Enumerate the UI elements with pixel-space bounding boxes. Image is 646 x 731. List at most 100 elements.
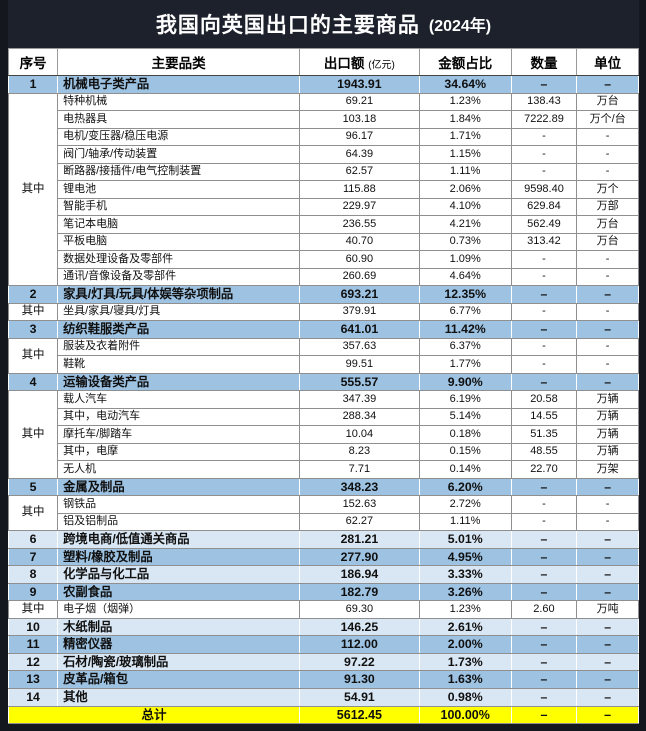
share-value-cell: 3.26% bbox=[419, 582, 512, 601]
export-value-cell: 115.88 bbox=[299, 180, 420, 199]
quantity-cell: - bbox=[510, 512, 578, 531]
quantity-cell: – bbox=[511, 565, 577, 584]
share-value-cell: 0.18% bbox=[418, 425, 512, 444]
row-number-cell: 9 bbox=[8, 582, 58, 601]
total-share-cell: 100.00% bbox=[419, 705, 512, 724]
share-value-cell: 1.84% bbox=[418, 110, 512, 129]
unit-cell: 万台 bbox=[576, 92, 639, 111]
export-value-cell: 97.22 bbox=[299, 652, 420, 671]
category-cell: 通讯/音像设备及零部件 bbox=[57, 267, 301, 286]
export-value-cell: 96.17 bbox=[299, 127, 420, 146]
unit-cell: – bbox=[576, 372, 639, 391]
category-cell: 笔记本电脑 bbox=[57, 215, 301, 234]
total-export-cell: 5612.45 bbox=[299, 705, 420, 724]
export-value-cell: 555.57 bbox=[299, 372, 420, 391]
quantity-cell: – bbox=[511, 285, 577, 304]
category-cell: 断路器/接插件/电气控制装置 bbox=[57, 162, 301, 181]
category-cell: 塑料/橡胶及制品 bbox=[57, 547, 300, 566]
unit-cell: 万台 bbox=[576, 232, 639, 251]
unit-cell: - bbox=[576, 162, 639, 181]
category-cell: 特种机械 bbox=[57, 92, 301, 111]
table-row: 8 化学品与化工品 186.94 3.33% – – bbox=[8, 565, 639, 584]
export-value-cell: 379.91 bbox=[299, 302, 420, 321]
export-value-cell: 288.34 bbox=[299, 407, 420, 426]
share-value-cell: 1.11% bbox=[418, 162, 512, 181]
unit-cell: 万辆 bbox=[576, 425, 639, 444]
share-value-cell: 12.35% bbox=[419, 285, 512, 304]
unit-cell: – bbox=[576, 285, 639, 304]
row-number-cell: 5 bbox=[8, 477, 58, 496]
table-row: 电热器具 103.18 1.84% 7222.89 万个/台 bbox=[8, 110, 639, 129]
unit-cell: – bbox=[576, 670, 639, 689]
export-value-cell: 91.30 bbox=[299, 670, 420, 689]
category-cell: 数据处理设备及零部件 bbox=[57, 250, 301, 269]
share-value-cell: 1.23% bbox=[418, 600, 512, 619]
export-value-cell: 62.27 bbox=[299, 512, 420, 531]
export-value-cell: 260.69 bbox=[299, 267, 420, 286]
category-cell: 运输设备类产品 bbox=[57, 372, 300, 391]
category-cell: 其中，电摩 bbox=[57, 442, 301, 461]
quantity-cell: 2.60 bbox=[510, 600, 578, 619]
quantity-cell: - bbox=[510, 337, 578, 356]
category-cell: 跨境电商/低值通关商品 bbox=[57, 530, 300, 549]
quantity-cell: – bbox=[511, 477, 577, 496]
share-value-cell: 5.14% bbox=[418, 407, 512, 426]
unit-cell: – bbox=[576, 635, 639, 654]
share-value-cell: 0.14% bbox=[418, 460, 512, 479]
quantity-cell: 629.84 bbox=[510, 197, 578, 216]
unit-cell: - bbox=[576, 302, 639, 321]
table-row: 平板电脑 40.70 0.73% 313.42 万台 bbox=[8, 232, 639, 251]
table-row: 14 其他 54.91 0.98% – – bbox=[8, 687, 639, 707]
quantity-cell: 14.55 bbox=[510, 407, 578, 426]
quantity-cell: - bbox=[510, 127, 578, 146]
table-row: 其中，电动汽车 288.34 5.14% 14.55 万辆 bbox=[8, 407, 639, 426]
quantity-cell: – bbox=[511, 635, 577, 654]
unit-cell: 万架 bbox=[576, 460, 639, 479]
table-row: 13 皮革品/箱包 91.30 1.63% – – bbox=[8, 670, 639, 689]
category-cell: 鞋靴 bbox=[57, 355, 301, 374]
row-number-cell: 14 bbox=[8, 687, 58, 707]
table-row: 阀门/轴承/传动装置 64.39 1.15% - - bbox=[8, 145, 639, 164]
title-year-suffix: (2024年) bbox=[428, 18, 492, 35]
row-number-cell: 6 bbox=[8, 530, 58, 549]
rowgroup-label-cell: 其中 bbox=[7, 495, 59, 531]
category-cell: 载人汽车 bbox=[57, 390, 301, 409]
export-value-cell: 8.23 bbox=[299, 442, 420, 461]
export-value-cell: 347.39 bbox=[299, 390, 420, 409]
export-value-cell: 1943.91 bbox=[299, 75, 420, 94]
table-row: 12 石材/陶瓷/玻璃制品 97.22 1.73% – – bbox=[8, 652, 639, 671]
share-value-cell: 6.37% bbox=[418, 337, 512, 356]
export-value-cell: 60.90 bbox=[299, 250, 420, 269]
category-cell: 化学品与化工品 bbox=[57, 565, 300, 584]
quantity-cell: 138.43 bbox=[510, 92, 578, 111]
header-row: 序号 主要品类 出口额 (亿元) 金额占比 数量 单位 bbox=[7, 48, 639, 76]
unit-cell: – bbox=[576, 75, 639, 94]
category-cell: 石材/陶瓷/玻璃制品 bbox=[57, 652, 300, 671]
rowgroup-label-cell: 其中 bbox=[7, 600, 59, 619]
export-value-cell: 693.21 bbox=[299, 285, 420, 304]
category-cell: 农副食品 bbox=[57, 582, 300, 601]
quantity-cell: – bbox=[511, 617, 577, 636]
share-value-cell: 2.61% bbox=[419, 617, 512, 636]
unit-cell: – bbox=[576, 530, 639, 549]
unit-cell: - bbox=[576, 355, 639, 374]
table-row: 7 塑料/橡胶及制品 277.90 4.95% – – bbox=[8, 547, 639, 566]
category-cell: 其他 bbox=[57, 687, 300, 707]
category-cell: 电子烟（烟弹） bbox=[57, 600, 301, 619]
export-value-cell: 112.00 bbox=[299, 635, 420, 654]
table-row: 11 精密仪器 112.00 2.00% – – bbox=[8, 635, 639, 654]
export-value-cell: 281.21 bbox=[299, 530, 420, 549]
quantity-cell: - bbox=[510, 355, 578, 374]
table-row: 数据处理设备及零部件 60.90 1.09% - - bbox=[8, 250, 639, 269]
header-share: 金额占比 bbox=[418, 48, 512, 76]
export-value-cell: 69.21 bbox=[299, 92, 420, 111]
export-value-cell: 229.97 bbox=[299, 197, 420, 216]
export-value-cell: 348.23 bbox=[299, 477, 420, 496]
export-value-cell: 277.90 bbox=[299, 547, 420, 566]
category-cell: 精密仪器 bbox=[57, 635, 300, 654]
table-row: 4 运输设备类产品 555.57 9.90% – – bbox=[8, 372, 639, 391]
share-value-cell: 1.23% bbox=[418, 92, 512, 111]
rowgroup-label-cell: 其中 bbox=[7, 92, 59, 286]
unit-cell: – bbox=[576, 617, 639, 636]
unit-cell: 万辆 bbox=[576, 442, 639, 461]
